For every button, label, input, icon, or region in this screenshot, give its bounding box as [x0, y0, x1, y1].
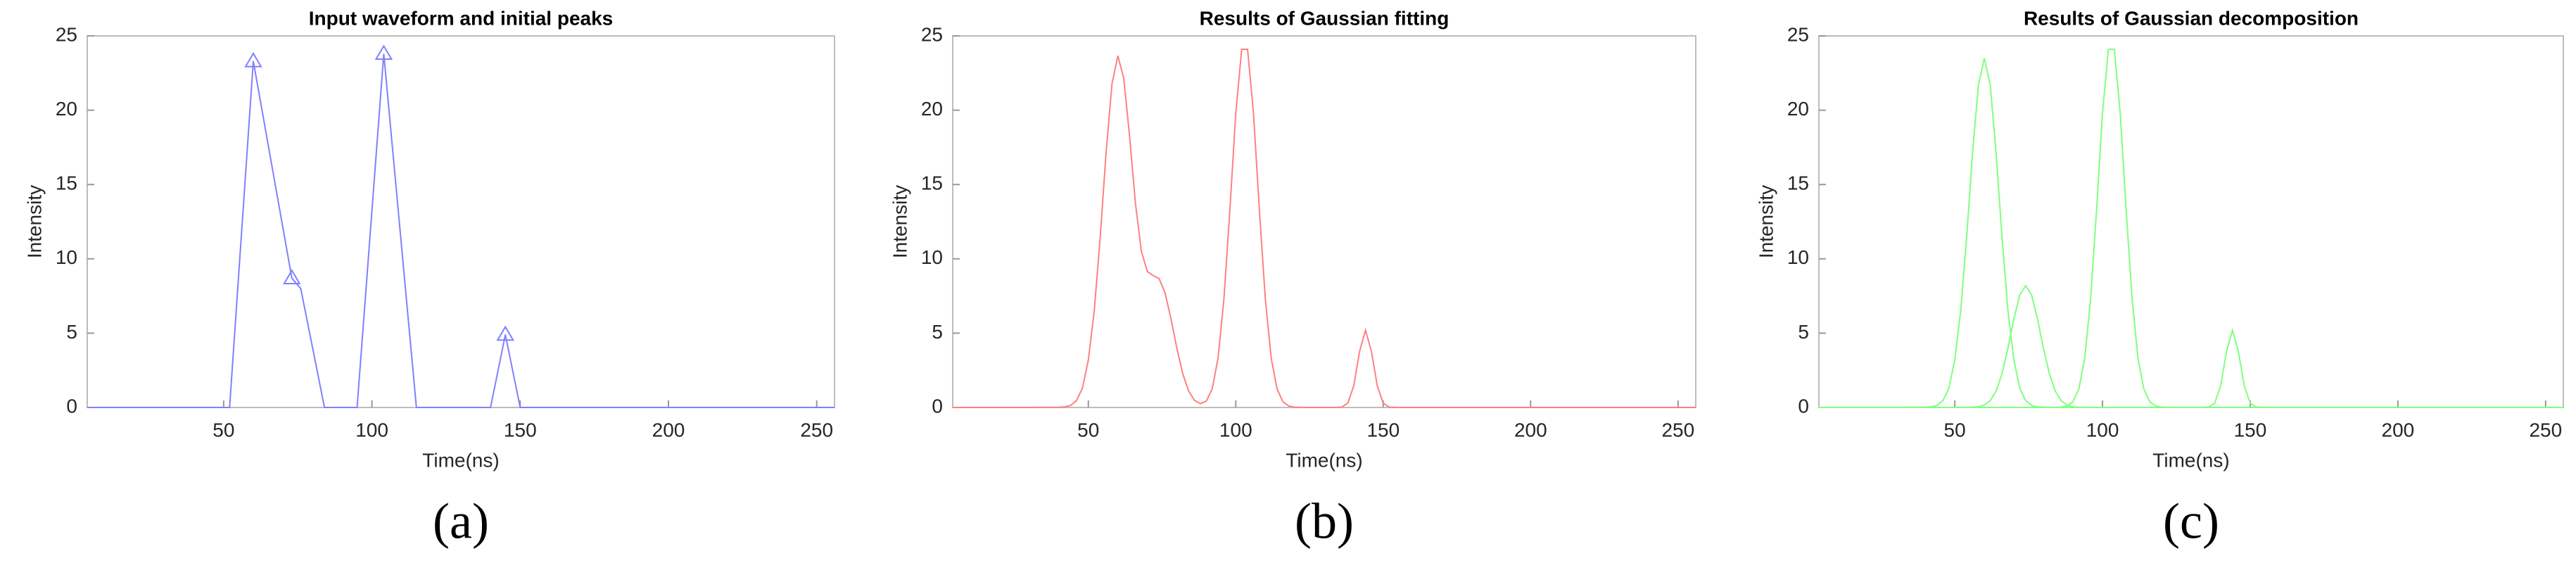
y-tick-label: 5: [1798, 321, 1809, 343]
y-tick-label: 10: [921, 246, 943, 268]
x-tick-label: 50: [1077, 419, 1099, 441]
x-tick-label: 100: [1219, 419, 1252, 441]
y-tick-label: 5: [932, 321, 943, 343]
x-axis-label: Time(ns): [422, 449, 499, 471]
x-tick-label: 50: [212, 419, 234, 441]
x-axis-label: Time(ns): [1286, 449, 1362, 471]
x-tick-label: 200: [2382, 419, 2415, 441]
series-line: [1819, 327, 2563, 408]
caption: (c): [2163, 493, 2219, 550]
peak-marker: [283, 269, 301, 284]
y-axis-label: Intensity: [889, 185, 911, 258]
series-line: [1819, 58, 2563, 408]
x-tick-label: 250: [2529, 419, 2562, 441]
y-tick-label: 0: [1798, 395, 1809, 417]
plot-frame: [87, 35, 835, 408]
peak-marker: [374, 44, 393, 61]
peak-marker: [496, 325, 514, 341]
y-tick-label: 15: [56, 172, 77, 194]
y-axis-label: Intensity: [23, 185, 45, 258]
y-axis-label: Intensity: [1755, 185, 1777, 258]
y-tick-label: 20: [56, 98, 77, 120]
x-tick-label: 250: [800, 419, 833, 441]
x-tick-label: 100: [2086, 419, 2119, 441]
series-line: [1819, 49, 2563, 408]
series-line: [953, 49, 1696, 408]
series-line: [1819, 284, 2563, 408]
y-tick-label: 10: [56, 246, 77, 268]
x-axis-label: Time(ns): [2152, 449, 2229, 471]
y-tick-label: 15: [921, 172, 943, 194]
y-tick-label: 25: [56, 23, 77, 45]
caption: (b): [1295, 493, 1354, 550]
y-tick-label: 0: [66, 395, 77, 417]
x-tick-label: 250: [1661, 419, 1694, 441]
y-tick-label: 20: [921, 98, 943, 120]
y-tick-label: 0: [932, 395, 943, 417]
plot-frame: [1818, 35, 2564, 408]
y-tick-label: 5: [66, 321, 77, 343]
x-tick-label: 150: [504, 419, 537, 441]
x-tick-label: 150: [2234, 419, 2267, 441]
chart-title: Results of Gaussian decomposition: [2024, 7, 2359, 29]
series-line: [87, 53, 835, 408]
y-tick-label: 20: [1787, 98, 1809, 120]
x-tick-label: 150: [1366, 419, 1400, 441]
plot-frame: [952, 35, 1696, 408]
y-tick-label: 25: [921, 23, 943, 45]
y-tick-label: 15: [1787, 172, 1809, 194]
x-tick-label: 50: [1944, 419, 1966, 441]
chart-title: Input waveform and initial peaks: [309, 7, 614, 29]
chart-title: Results of Gaussian fitting: [1200, 7, 1449, 29]
x-tick-label: 100: [355, 419, 388, 441]
x-tick-label: 200: [652, 419, 685, 441]
y-tick-label: 10: [1787, 246, 1809, 268]
caption: (a): [433, 493, 489, 550]
peak-marker: [244, 51, 262, 68]
x-tick-label: 200: [1514, 419, 1547, 441]
y-tick-label: 25: [1787, 23, 1809, 45]
